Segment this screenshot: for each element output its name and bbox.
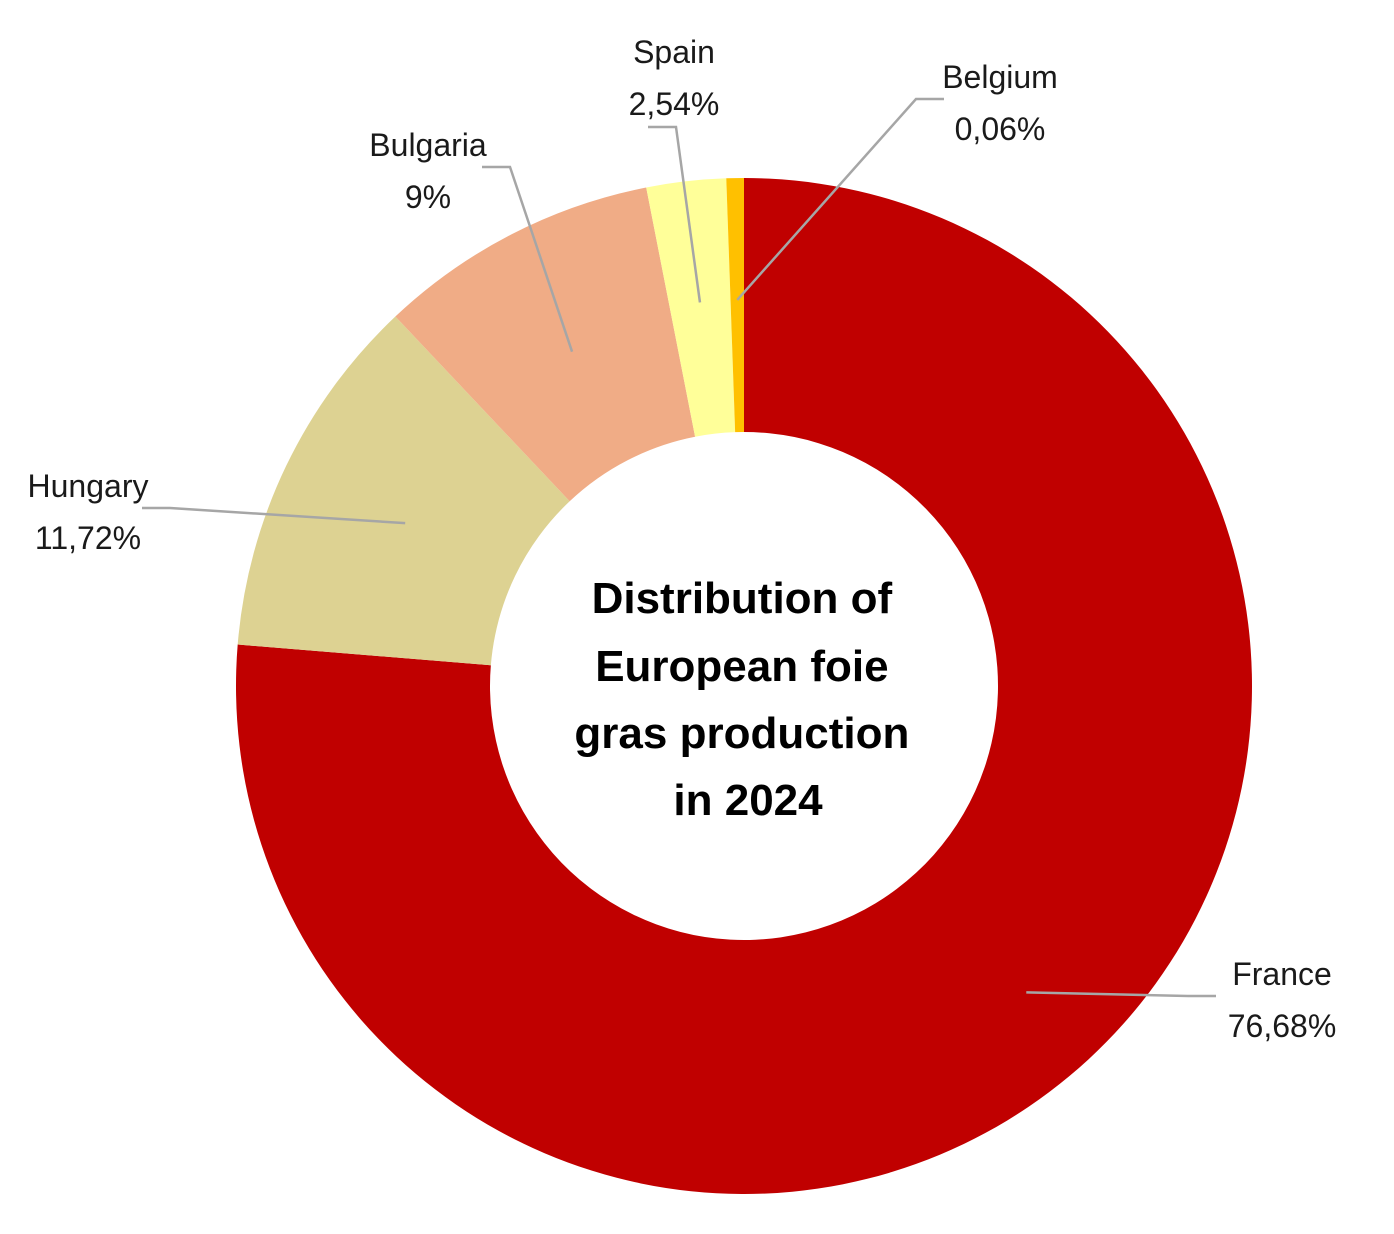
- chart-title-line-1: Distribution of: [592, 574, 893, 623]
- leader-line-france: [1026, 991, 1216, 998]
- label-bulgaria-name: Bulgaria: [369, 127, 487, 163]
- slice-belgium: [726, 178, 744, 433]
- label-france: France 76,68%: [1228, 956, 1337, 1044]
- label-belgium-value: 0,06%: [955, 111, 1046, 147]
- leader-line-belgium: [736, 97, 944, 301]
- leader-line-bulgaria: [482, 165, 574, 353]
- label-france-name: France: [1232, 956, 1332, 992]
- label-spain: Spain 2,54%: [629, 34, 720, 122]
- label-hungary-name: Hungary: [28, 468, 149, 504]
- label-bulgaria: Bulgaria 9%: [369, 127, 487, 215]
- chart-title: Distribution of European foie gras produ…: [574, 574, 921, 825]
- slice-hungary: [237, 316, 570, 666]
- label-hungary-value: 11,72%: [35, 520, 141, 556]
- slice-bulgaria: [395, 187, 696, 502]
- chart-title-line-3: gras production: [574, 709, 909, 758]
- leader-line-spain: [648, 125, 702, 303]
- donut-slices: [235, 178, 1253, 1195]
- label-france-value: 76,68%: [1228, 1008, 1337, 1044]
- slice-spain: [646, 178, 736, 437]
- leader-lines: [142, 97, 1216, 998]
- label-spain-value: 2,54%: [629, 86, 720, 122]
- label-bulgaria-value: 9%: [405, 179, 451, 215]
- chart-title-line-4: in 2024: [673, 776, 823, 825]
- chart-title-line-2: European foie: [595, 642, 888, 691]
- label-belgium: Belgium 0,06%: [942, 59, 1058, 147]
- label-hungary: Hungary 11,72%: [28, 468, 149, 556]
- slice-labels: France 76,68% Hungary 11,72% Bulgaria 9% Spain…: [28, 34, 1337, 1044]
- label-belgium-name: Belgium: [942, 59, 1058, 95]
- label-spain-name: Spain: [633, 34, 715, 70]
- leader-line-hungary: [142, 506, 406, 525]
- slice-france: [235, 178, 1253, 1195]
